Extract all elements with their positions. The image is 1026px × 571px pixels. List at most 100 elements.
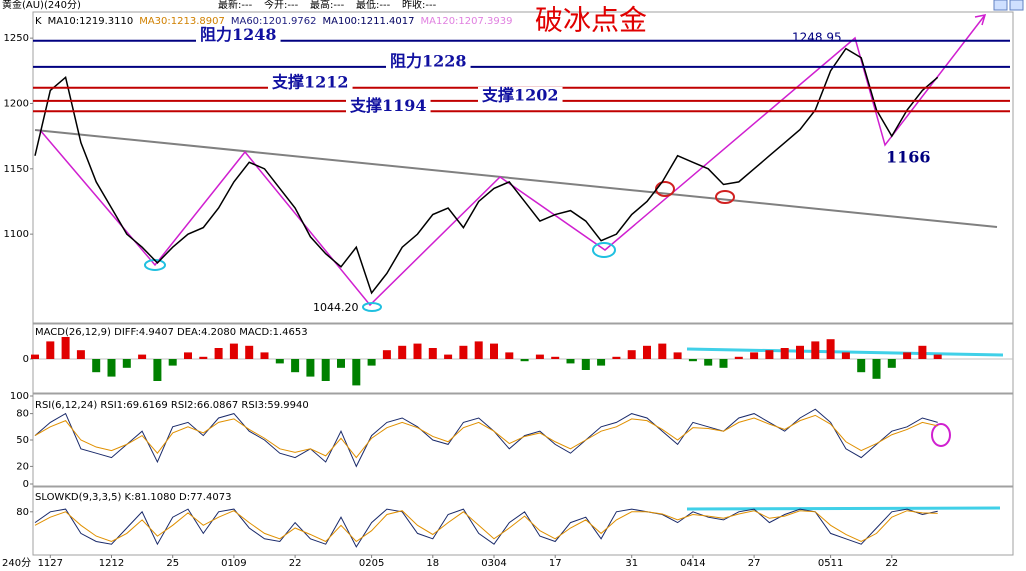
macd-bar	[658, 343, 667, 359]
macd-bar	[520, 359, 529, 362]
x-tick-label: 18	[426, 558, 439, 569]
indicator-label: MA100:1211.4017	[322, 16, 414, 27]
macd-bar	[46, 341, 55, 359]
kd-panel	[32, 486, 1014, 556]
macd-bar	[31, 354, 39, 359]
annotation: 1166	[886, 148, 931, 167]
macd-bar	[643, 345, 651, 359]
macd-bar	[352, 359, 361, 386]
macd-bar	[153, 359, 162, 381]
label-bg	[268, 73, 353, 92]
y-tick-label: 100	[10, 391, 29, 402]
macd-bar	[765, 350, 774, 359]
macd-bar	[398, 345, 407, 359]
macd-bar	[321, 359, 330, 381]
instrument: 黄金(AU)(240分)	[2, 0, 81, 11]
x-tick-label: 0205	[359, 558, 384, 569]
quote: 今开:---	[264, 0, 299, 11]
macd-bar	[474, 341, 483, 359]
macd-bar	[413, 343, 422, 359]
x-tick-label: 0109	[221, 558, 246, 569]
arrow-head	[974, 14, 987, 26]
label-bg	[478, 86, 563, 105]
indicator-title: RSI(6,12,24) RSI1:69.6169 RSI2:66.0867 R…	[35, 400, 309, 411]
x-tick-label: 0511	[818, 558, 843, 569]
macd-bar	[459, 345, 468, 359]
macd-bar	[780, 348, 789, 359]
series-line	[34, 510, 938, 543]
macd-bar	[688, 359, 697, 362]
quote: 最低:---	[356, 0, 391, 11]
next-button[interactable]	[1009, 0, 1024, 11]
macd-bar	[811, 341, 820, 359]
macd-bar	[444, 354, 453, 359]
macd-bar	[382, 350, 391, 359]
macd-bar	[750, 352, 759, 359]
nav-buttons[interactable]	[993, 0, 1024, 11]
x-tick-label: 22	[885, 558, 898, 569]
level-label: 阻力1248	[200, 25, 277, 44]
macd-bar	[581, 359, 590, 370]
macd-bar	[490, 343, 498, 359]
macd-bar	[199, 356, 208, 359]
macd-bar	[903, 352, 912, 359]
macd-bar	[367, 359, 376, 366]
indicator-label: MA30:1213.8907	[139, 16, 225, 27]
macd-bar	[184, 352, 192, 359]
indicator-label: K	[35, 16, 42, 27]
macd-bar	[796, 345, 804, 359]
x-tick-label: 1212	[99, 558, 124, 569]
macd-bar	[704, 359, 713, 366]
x-tick-label: 0304	[481, 558, 506, 569]
macd-bar	[122, 359, 131, 368]
macd-bar	[107, 359, 116, 377]
price-panel	[32, 11, 1014, 324]
y-tick-label: 1200	[4, 98, 29, 109]
macd-bar	[841, 352, 850, 359]
macd-bar	[214, 348, 223, 359]
x-tick-label: 1127	[38, 558, 63, 569]
y-tick-label: 80	[16, 507, 29, 518]
drawn-line	[686, 506, 1001, 511]
circle-marker	[931, 423, 951, 447]
quote: 昨收:---	[402, 0, 437, 11]
x-tick-label: 25	[166, 558, 179, 569]
x-tick-label: 0414	[680, 558, 705, 569]
y-tick-label: 1150	[4, 164, 29, 175]
y-tick-label: 80	[16, 409, 29, 420]
period-label: 240分	[2, 557, 31, 569]
macd-bar	[337, 359, 345, 368]
y-tick-label: 1250	[4, 33, 29, 44]
macd-bar	[872, 359, 881, 379]
macd-bar	[76, 350, 85, 359]
macd-bar	[918, 345, 927, 359]
macd-bar	[275, 359, 284, 364]
macd-bar	[673, 352, 682, 359]
y-tick-label: 1100	[4, 229, 29, 240]
x-tick-label: 22	[289, 558, 302, 569]
quote: 最新:---	[218, 0, 253, 11]
prev-button[interactable]	[993, 0, 1008, 11]
macd-bar	[291, 359, 300, 373]
circle-marker	[715, 190, 735, 204]
macd-bar	[138, 354, 147, 359]
series-line	[34, 47, 939, 295]
wave-lines	[39, 14, 986, 307]
series-line	[34, 408, 938, 468]
macd-bar	[505, 352, 514, 359]
macd-bar	[245, 345, 254, 359]
level-label: 支撑1194	[349, 96, 427, 115]
level-label: 支撑1212	[271, 72, 349, 91]
series-line	[34, 414, 938, 459]
macd-bar	[826, 339, 835, 359]
x-tick-label: 27	[748, 558, 761, 569]
macd-bar	[535, 354, 544, 359]
drawn-line	[686, 347, 1004, 357]
macd-bar	[428, 348, 437, 359]
indicator-label: MA10:1219.3110	[48, 16, 134, 27]
y-tick-label: 20	[16, 461, 29, 472]
label-bg	[346, 97, 431, 116]
y-tick-label: 0	[23, 479, 29, 490]
y-tick-label: 50	[16, 435, 29, 446]
circle-marker	[592, 242, 616, 258]
